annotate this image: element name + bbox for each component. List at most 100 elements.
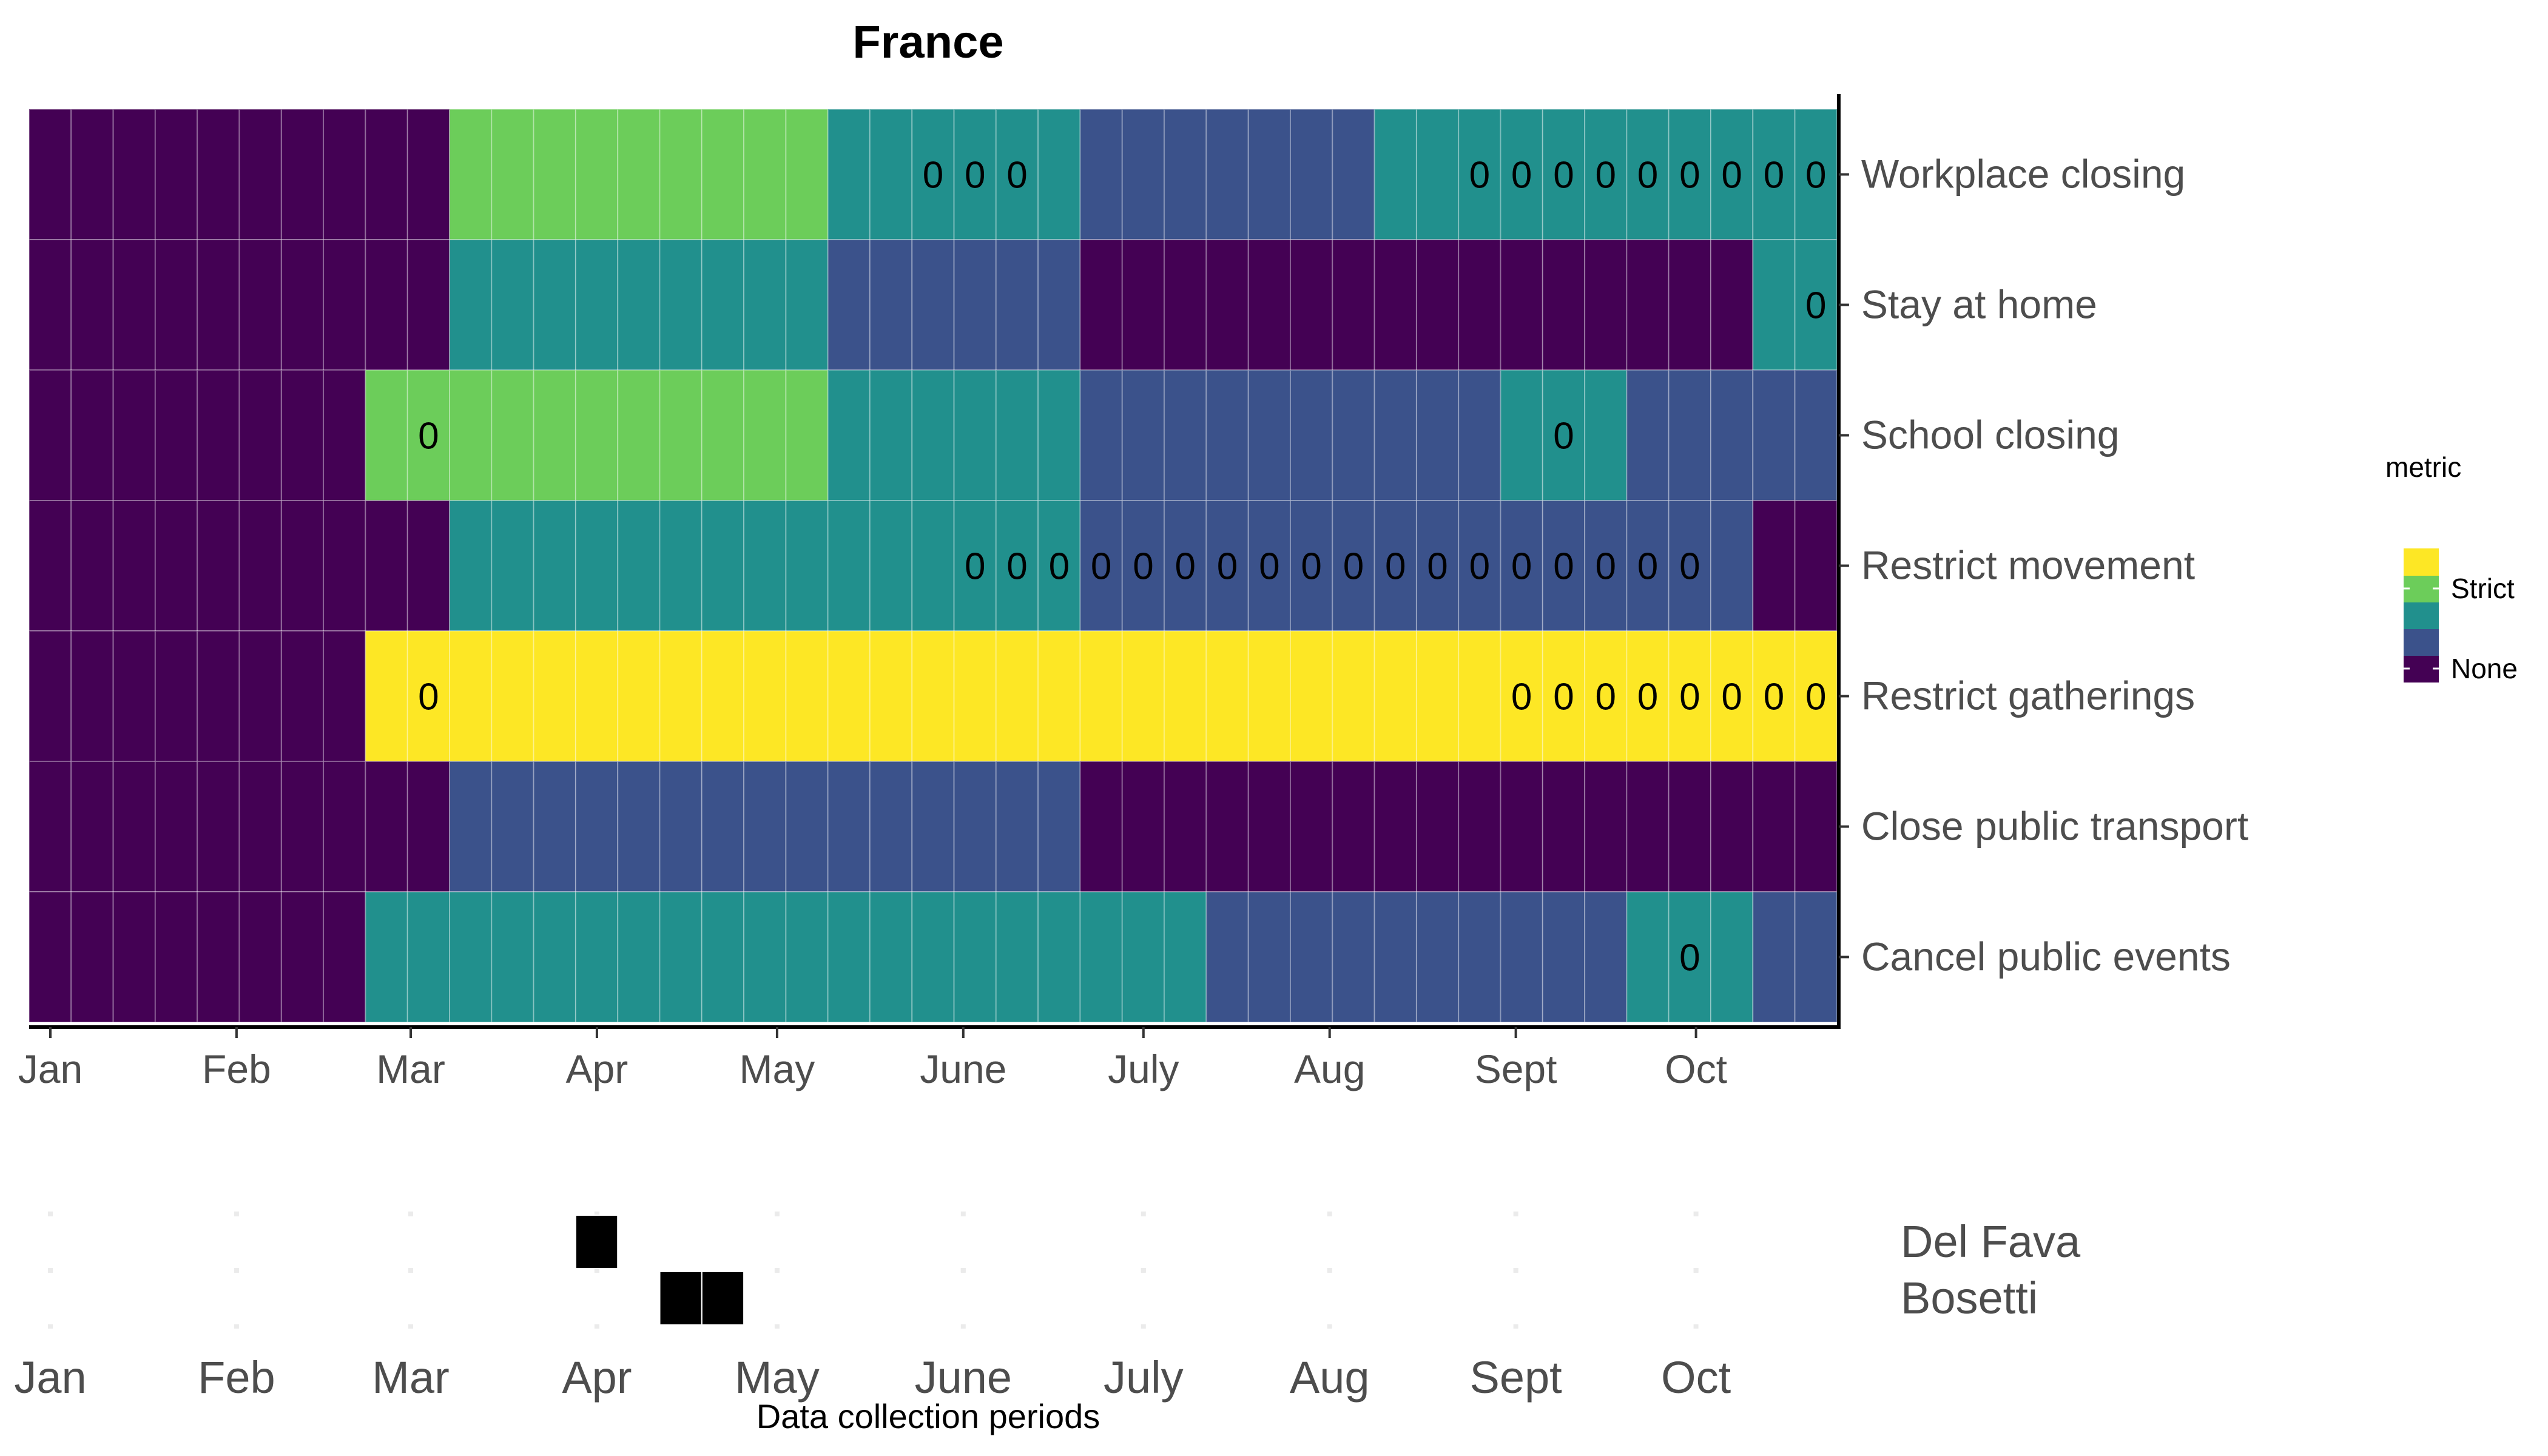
heatmap-cell [1710, 109, 1754, 240]
heatmap-cell [995, 761, 1039, 892]
heatmap-cell [1415, 761, 1460, 892]
heatmap-cell [112, 369, 156, 501]
heatmap-cell [533, 239, 576, 371]
heatmap-cell [911, 369, 955, 501]
heatmap-cell [1710, 500, 1754, 632]
heatmap-cell [743, 630, 787, 762]
heatmap-cell [1542, 891, 1586, 1023]
heatmap-cell [953, 369, 997, 501]
heatmap-cell [1500, 630, 1543, 762]
heatmap-cell [112, 239, 156, 371]
zero-label: 0 [1637, 155, 1658, 197]
heatmap-cell [1458, 369, 1502, 501]
x-tick-label: May [740, 1046, 815, 1091]
heatmap-cell [1332, 891, 1375, 1023]
heatmap-cell [1290, 761, 1333, 892]
heatmap-cell [869, 369, 913, 501]
heatmap-cell [785, 630, 829, 762]
heatmap-cell [1037, 109, 1081, 240]
heatmap-cell [1500, 761, 1543, 892]
heatmap-cell [197, 630, 240, 762]
heatmap-cell [1247, 630, 1291, 762]
heatmap-cell [197, 239, 240, 371]
heatmap-cell [575, 369, 619, 501]
zero-label: 0 [965, 546, 985, 588]
heatmap-cell [1794, 500, 1838, 632]
heatmap-cell [701, 369, 745, 501]
heatmap-cell [1373, 891, 1417, 1023]
heatmap-cell [406, 761, 451, 892]
heatmap-cell [29, 500, 72, 632]
x-tick-label: Sept [1475, 1046, 1557, 1091]
heatmap-cell [1037, 239, 1081, 371]
heatmap-cell [953, 761, 997, 892]
heatmap-axes [29, 94, 1841, 1029]
zero-label: 0 [1385, 546, 1406, 588]
zero-label: 0 [1764, 676, 1784, 718]
heatmap-cell [197, 761, 240, 892]
y-tick-label: Workplace closing [1861, 152, 2185, 197]
heatmap-cell [1205, 239, 1249, 371]
heatmap-cell [449, 761, 493, 892]
timeline-x-tick-label: Mar [372, 1352, 449, 1403]
heatmap-cell [280, 761, 325, 892]
heatmap-cell [953, 891, 997, 1023]
heatmap-cell [1247, 891, 1291, 1023]
heatmap-cell [1205, 630, 1249, 762]
timeline-x-axis-label: Data collection periods [757, 1397, 1100, 1435]
zero-label: 0 [1511, 155, 1532, 197]
heatmap-cell [869, 891, 913, 1023]
heatmap-cell [785, 761, 829, 892]
heatmap-cell [323, 630, 366, 762]
zero-label: 0 [418, 416, 439, 457]
heatmap-cell [406, 109, 451, 240]
zero-label: 0 [1679, 546, 1700, 588]
zero-label: 0 [923, 155, 943, 197]
heatmap-cell [1164, 891, 1207, 1023]
heatmap-cell [1079, 239, 1123, 371]
heatmap-cell [659, 500, 703, 632]
heatmap-cell [1710, 761, 1754, 892]
heatmap-cell [238, 109, 282, 240]
heatmap-cell [1794, 761, 1838, 892]
heatmap-cell [365, 109, 408, 240]
heatmap-cell [1626, 239, 1670, 371]
heatmap-cell [995, 500, 1039, 632]
legend-swatch [2404, 629, 2439, 656]
heatmap-cell [827, 109, 871, 240]
heatmap-cell [995, 109, 1039, 240]
heatmap-cell [449, 109, 493, 240]
heatmap-cell [1794, 630, 1838, 762]
heatmap-cell [911, 239, 955, 371]
heatmap-cell [365, 891, 408, 1023]
zero-label: 0 [1006, 546, 1027, 588]
heatmap-cell [911, 891, 955, 1023]
zero-label: 0 [1764, 155, 1784, 197]
heatmap-cell [953, 630, 997, 762]
zero-label: 0 [1679, 155, 1700, 197]
heatmap-cell [70, 109, 114, 240]
heatmap-cell [743, 239, 787, 371]
heatmap-cell [1332, 369, 1375, 501]
heatmap-cell [238, 891, 282, 1023]
heatmap-cell [1079, 891, 1123, 1023]
heatmap-cell [1710, 239, 1754, 371]
x-tick-label: Oct [1665, 1046, 1727, 1091]
heatmap-cell [1794, 109, 1838, 240]
zero-label: 0 [1679, 676, 1700, 718]
heatmap-cell [533, 500, 576, 632]
heatmap-cell [869, 630, 913, 762]
heatmap-cell [491, 369, 534, 501]
heatmap-cell [1373, 369, 1417, 501]
heatmap-cell [1121, 109, 1165, 240]
heatmap-cell [659, 630, 703, 762]
timeline-x-tick-label: July [1104, 1352, 1184, 1403]
heatmap-cell [1164, 761, 1207, 892]
heatmap-cell [743, 500, 787, 632]
heatmap-cell [1037, 761, 1081, 892]
heatmap-cell [1415, 369, 1460, 501]
heatmap-cell [1332, 500, 1375, 632]
zero-label: 0 [1805, 676, 1826, 718]
heatmap-cell [701, 761, 745, 892]
